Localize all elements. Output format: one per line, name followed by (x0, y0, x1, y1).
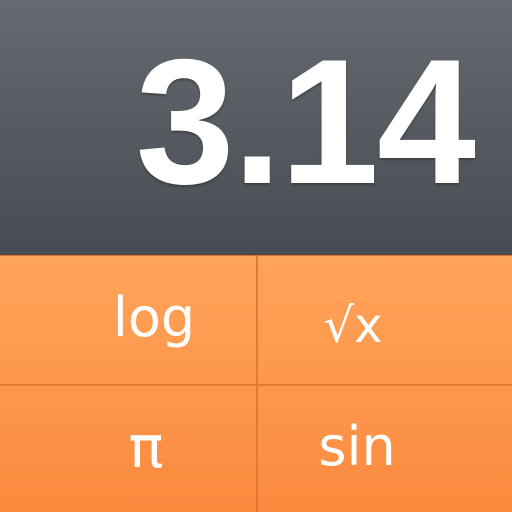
pi-button-label: π (128, 413, 164, 481)
keypad: log √x π sin (0, 256, 512, 512)
display-panel: 3.14 (0, 0, 512, 256)
log-button[interactable]: log (0, 256, 256, 384)
sin-button-label: sin (318, 415, 396, 478)
log-button-label: log (112, 286, 196, 349)
square-root-button[interactable]: √x (256, 256, 512, 384)
sin-button[interactable]: sin (256, 384, 512, 512)
pi-button[interactable]: π (0, 384, 256, 512)
square-root-button-label: √x (323, 298, 383, 354)
display-value: 3.14 (135, 22, 476, 221)
